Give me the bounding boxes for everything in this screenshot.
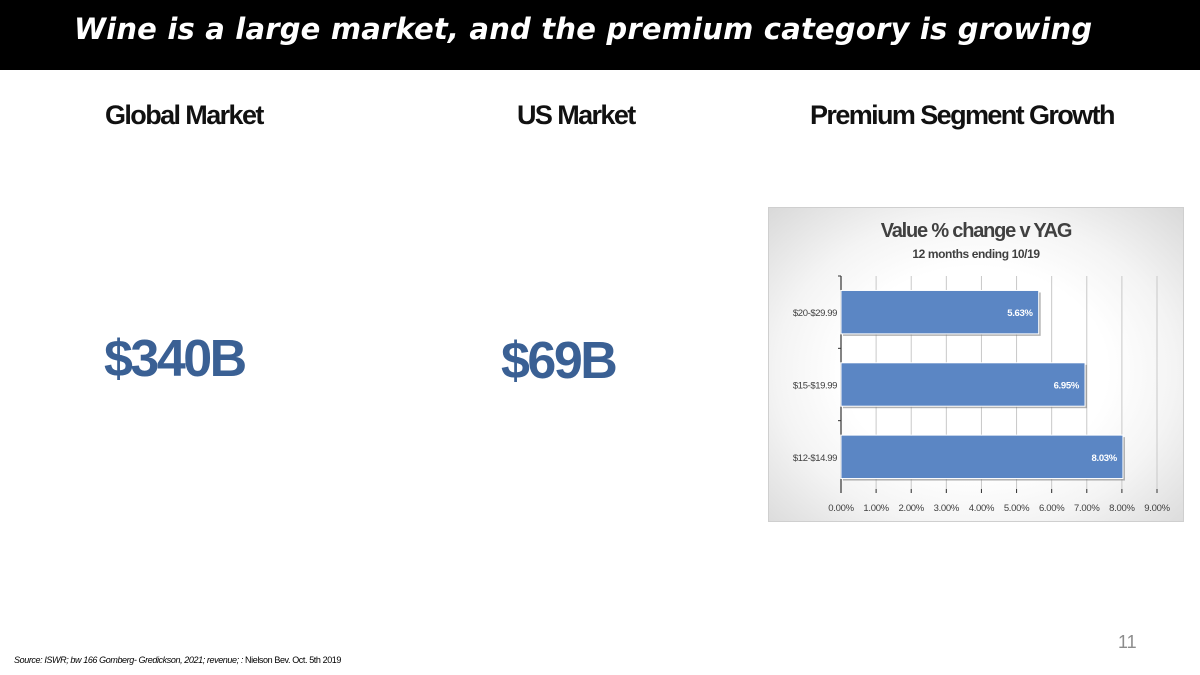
x-tick-label: 0.00% xyxy=(828,503,854,514)
us-market-heading: US Market xyxy=(517,100,636,130)
title-bar: Wine is a large market, and the premium … xyxy=(0,0,1200,70)
slide-title: Wine is a large market, and the premium … xyxy=(74,12,1093,46)
page-number: 11 xyxy=(1118,632,1137,652)
bar-data-label: 8.03% xyxy=(1092,453,1118,464)
premium-growth-heading: Premium Segment Growth xyxy=(810,100,1115,130)
bar xyxy=(840,362,1086,407)
x-tick-label: 1.00% xyxy=(863,503,889,514)
x-tick-label: 5.00% xyxy=(1004,503,1030,514)
source-nielson: Nielson Bev. Oct. 5th 2019 xyxy=(245,655,342,665)
x-tick-label: 6.00% xyxy=(1039,503,1065,514)
source-note: Source: ISWR; bw 166 Gomberg- Gredickson… xyxy=(14,655,341,665)
category-label: $20-$29.99 xyxy=(793,308,837,319)
x-tick-label: 4.00% xyxy=(969,503,995,514)
bar-data-label: 5.63% xyxy=(1007,308,1033,319)
premium-growth-chart: Value % change v YAG 12 months ending 10… xyxy=(768,207,1184,522)
chart-subtitle: 12 months ending 10/19 xyxy=(912,247,1040,261)
chart-title: Value % change v YAG xyxy=(880,220,1073,242)
global-market-value: $340B xyxy=(104,330,247,388)
category-label: $15-$19.99 xyxy=(793,381,837,392)
global-market-heading: Global Market xyxy=(105,100,264,130)
x-tick-label: 9.00% xyxy=(1144,503,1170,514)
bar-data-label: 6.95% xyxy=(1054,381,1080,392)
x-tick-label: 2.00% xyxy=(899,503,925,514)
chart-plot-area: 0.00% 1.00% 2.00% 3.00% 4.00% 5.00% 6.00% 7.00%… xyxy=(793,275,1171,514)
bar xyxy=(840,289,1040,335)
x-tick-label: 8.00% xyxy=(1109,503,1135,514)
bar xyxy=(840,434,1124,480)
x-tick-label: 3.00% xyxy=(934,503,960,514)
x-tick-label: 7.00% xyxy=(1074,503,1100,514)
us-market-value: $69B xyxy=(501,332,618,390)
category-label: $12-$14.99 xyxy=(793,453,837,464)
source-citation: Source: ISWR; bw 166 Gomberg- Gredickson… xyxy=(14,655,243,665)
